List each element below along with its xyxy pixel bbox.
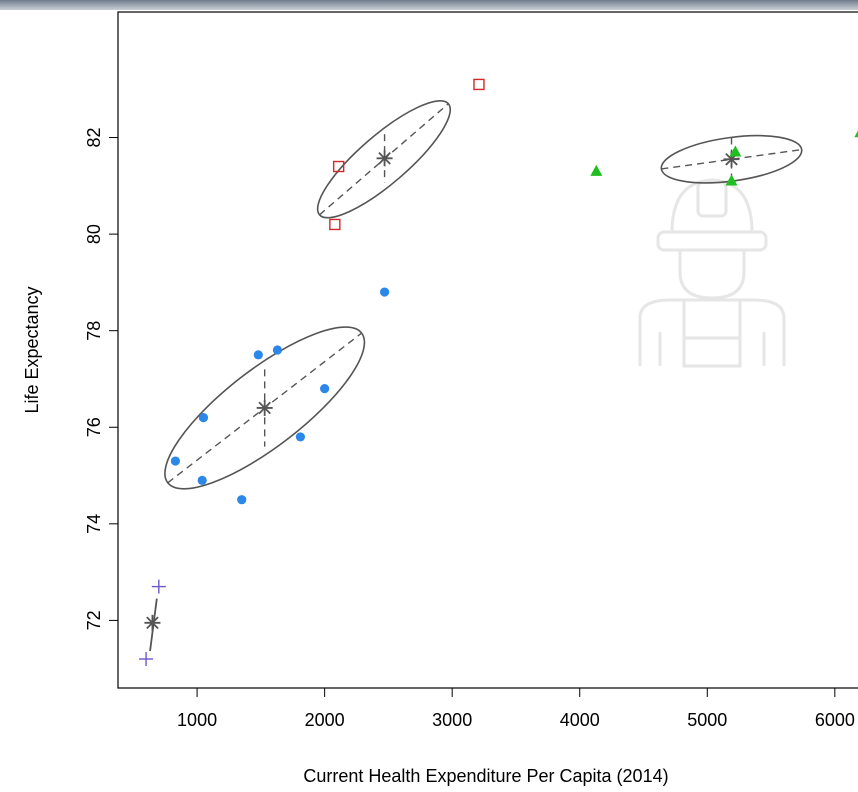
y-tick-label: 82 [84,128,104,148]
construction-worker-icon [638,178,786,368]
centroid-star [376,150,393,167]
x-tick-label: 1000 [177,710,217,730]
centroid-star [144,614,161,631]
data-point-triangle [590,164,603,176]
x-tick-label: 5000 [687,710,727,730]
data-point-circle [320,384,330,394]
data-point-triangle [854,130,858,138]
data-point-circle [198,413,209,423]
confidence-ellipse [164,326,366,490]
x-tick-label: 6000 [815,710,855,730]
x-tick-label: 2000 [305,710,345,730]
x-axis-title: Current Health Expenditure Per Capita (2… [303,766,668,786]
x-tick-label: 3000 [432,710,472,730]
data-point-square [332,160,345,173]
y-tick-label: 76 [84,417,104,437]
data-point-circle [253,350,263,360]
centroid-star [256,399,273,416]
data-point-circle [272,345,283,355]
data-point-triangle [729,145,742,157]
plot-frame [117,11,858,689]
y-tick-label: 72 [84,610,104,630]
window-top-bar [0,0,858,10]
y-tick-label: 74 [84,514,104,534]
x-tick-label: 4000 [560,710,600,730]
data-point-circle [197,475,207,485]
data-point-plus [139,652,154,667]
data-point-circle [295,432,305,442]
data-point-circle [237,495,247,505]
y-tick-label: 78 [84,321,104,341]
data-point-triangle [725,174,738,186]
data-point-circle [170,456,180,466]
data-point-circle [379,287,390,297]
y-axis-title: Life Expectancy [22,286,42,413]
data-point-plus [151,579,166,594]
y-tick-label: 80 [84,224,104,244]
data-point-square [329,218,341,231]
data-point-square [473,78,485,91]
